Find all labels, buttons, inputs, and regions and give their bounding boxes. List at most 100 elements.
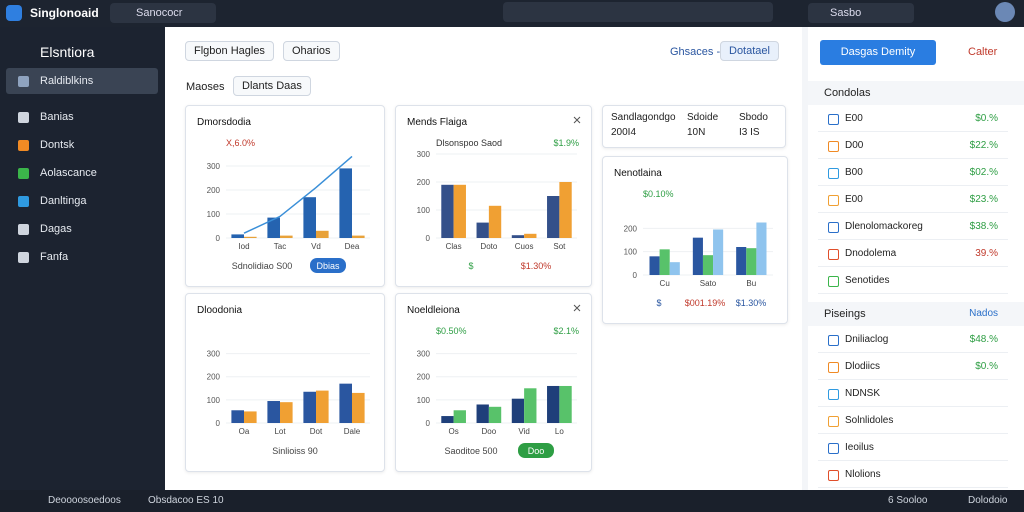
bar <box>231 410 244 423</box>
x-tick-label: Iod <box>238 242 249 251</box>
y-tick-label: 100 <box>417 206 431 215</box>
x-tick-label: Dale <box>344 427 361 436</box>
row-value: $0.% <box>975 113 998 124</box>
section-title: Condolas <box>824 87 871 99</box>
footer-button[interactable] <box>518 443 554 458</box>
row-value: $38.% <box>969 221 998 232</box>
nav-icon <box>18 140 29 151</box>
main: Flgbon Hagles Oharios Ghsaces - Dotatael… <box>165 27 802 490</box>
row-divider <box>818 185 1008 186</box>
row-label[interactable]: Solnlidoles <box>845 415 894 426</box>
bar <box>547 385 560 423</box>
status-item: 6 Sooloo <box>888 495 928 506</box>
row-icon <box>828 222 839 233</box>
y-tick-label: 0 <box>633 271 638 280</box>
footer-text: $1.30% <box>521 261 552 271</box>
card-note: $0.50% <box>436 326 467 336</box>
close-icon[interactable] <box>573 116 581 124</box>
row-value: $02.% <box>969 167 998 178</box>
row-divider <box>818 379 1008 380</box>
x-tick-label: Doo <box>482 427 497 436</box>
row-divider <box>818 460 1008 461</box>
footer-text: $1.30% <box>736 298 767 308</box>
x-tick-label: Sato <box>700 279 717 288</box>
row-label[interactable]: Nlolions <box>845 469 881 480</box>
row-label[interactable]: Senotides <box>845 275 890 286</box>
row-divider <box>818 266 1008 267</box>
footer-text: $001.19% <box>685 298 726 308</box>
y-tick-label: 200 <box>417 373 431 382</box>
bar <box>244 411 257 423</box>
chart: Nenotlaina $0.10% 0 100 200 Cu Sato Bu $ $001.19%… <box>614 168 773 308</box>
nav-item[interactable]: Dontsk <box>40 139 75 151</box>
global-search[interactable] <box>503 2 773 22</box>
row-divider <box>818 406 1008 407</box>
bar <box>441 416 454 423</box>
nav-item[interactable]: Banias <box>40 111 74 123</box>
footer-text: Sdnolidiao S00 <box>232 261 293 271</box>
bar <box>649 256 660 275</box>
chart-card: Nenotlaina $0.10% 0 100 200 Cu Sato Bu $ $001.19%… <box>602 156 788 324</box>
row-label[interactable]: E00 <box>845 113 863 124</box>
nav-item[interactable]: Danltinga <box>40 195 87 207</box>
chart-card: Mends Flaiga Dlsonspoo Saod $1.9% 0 100 200 30… <box>395 105 592 287</box>
row-divider <box>818 487 1008 488</box>
section-link[interactable]: Nados <box>969 308 998 319</box>
action-button[interactable]: Dotatael <box>720 41 779 61</box>
bar <box>453 410 466 423</box>
row-label[interactable]: B00 <box>845 167 863 178</box>
bar <box>713 229 724 275</box>
row-label[interactable]: Dnodolema <box>845 248 897 259</box>
x-tick-label: Dot <box>310 427 323 436</box>
bar <box>524 388 537 423</box>
filter-chip[interactable]: Dlants Daas <box>233 76 311 96</box>
secondary-button[interactable]: Calter <box>968 46 998 58</box>
y-tick-label: 300 <box>207 162 221 171</box>
row-label[interactable]: E00 <box>845 194 863 205</box>
row-icon <box>828 276 839 287</box>
row-label[interactable]: D00 <box>845 140 864 151</box>
filter-menu[interactable]: Ghsaces - <box>670 46 721 58</box>
row-label[interactable]: Ieoilus <box>845 442 874 453</box>
primary-button[interactable]: Dasgas Demity <box>820 40 936 65</box>
card-note: $1.9% <box>553 138 579 148</box>
bar <box>476 222 489 238</box>
tab[interactable]: Oharios <box>283 41 340 61</box>
row-icon <box>828 416 839 427</box>
bar <box>267 401 280 423</box>
row-label[interactable]: NDNSK <box>845 388 881 399</box>
app-logo <box>6 5 22 21</box>
nav-item[interactable]: Aolascance <box>40 167 97 179</box>
nav-item[interactable]: Dagas <box>40 223 72 235</box>
status-item: Deoooosoedoos <box>48 495 121 506</box>
status-item: Dolodoio <box>968 495 1008 506</box>
avatar[interactable] <box>995 2 1015 22</box>
card-note: $0.10% <box>643 189 674 199</box>
bar <box>476 404 489 423</box>
user-menu[interactable]: Sasbo <box>808 3 914 23</box>
row-label[interactable]: Dlenolomackoreg <box>845 221 923 232</box>
bar <box>316 230 329 238</box>
bar <box>736 247 747 275</box>
row-value: $0.% <box>975 361 998 372</box>
x-tick-label: Vid <box>518 427 529 436</box>
card-note: X,6.0% <box>226 138 255 148</box>
tab[interactable]: Flgbon Hagles <box>185 41 274 61</box>
nav-icon <box>18 112 29 123</box>
footer-text: $ <box>656 298 661 308</box>
bar <box>692 237 703 275</box>
close-icon[interactable] <box>573 304 581 312</box>
y-tick-label: 200 <box>417 178 431 187</box>
nav-item[interactable]: Raldiblkins <box>40 75 94 87</box>
row-label[interactable]: Dlodiics <box>845 361 881 372</box>
search-box[interactable]: Sanococr <box>110 3 216 23</box>
y-tick-label: 100 <box>624 248 638 257</box>
row-label[interactable]: Dniliaclog <box>845 334 889 345</box>
nav-item[interactable]: Fanfa <box>40 251 69 263</box>
bar <box>303 391 316 423</box>
x-tick-label: Tac <box>274 242 286 251</box>
footer-button[interactable] <box>310 258 346 273</box>
x-tick-label: Os <box>449 427 459 436</box>
row-icon <box>828 443 839 454</box>
